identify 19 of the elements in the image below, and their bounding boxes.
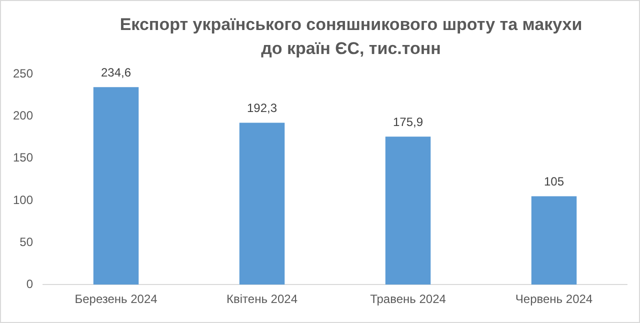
chart-title: Експорт українського соняшникового шроту та макухи до країн ЄС, тис.тонн [118, 14, 584, 60]
y-tick-label: 150 [12, 150, 34, 165]
y-tick-label: 50 [20, 234, 34, 249]
x-tick-label: Червень 2024 [515, 292, 593, 306]
bar [531, 196, 577, 285]
data-label: 192,3 [247, 101, 278, 116]
x-tick-label: Квітень 2024 [226, 292, 298, 306]
data-label: 234,6 [101, 65, 132, 80]
y-tick-label: 0 [26, 276, 34, 291]
y-tick-label: 250 [12, 66, 34, 81]
bar [239, 122, 285, 285]
bar [93, 87, 139, 285]
data-label: 105 [544, 174, 564, 189]
data-label: 175,9 [392, 114, 424, 129]
x-tick-label: Травень 2024 [370, 292, 446, 306]
bar [385, 136, 431, 285]
x-tick-label: Березень 2024 [74, 292, 158, 306]
y-tick-label: 200 [12, 108, 34, 123]
y-tick-label: 100 [12, 192, 34, 207]
